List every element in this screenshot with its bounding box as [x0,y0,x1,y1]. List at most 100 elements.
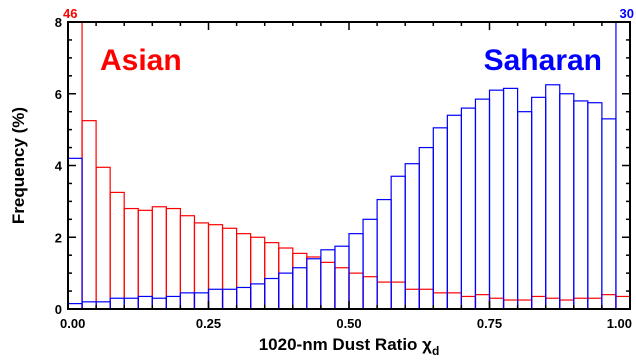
saharan-bar [236,286,252,310]
asian-bar [474,294,491,310]
asian-bar [516,299,533,310]
asian-bar [531,295,547,310]
saharan-bar [559,93,575,310]
saharan-bar [531,96,547,310]
asian-bar [236,233,252,310]
asian-overflow-value: 46 [63,6,77,21]
asian-bar [390,281,406,310]
asian-bar [559,299,575,310]
y-tick-label: 4 [55,159,63,174]
saharan-bar [221,288,238,310]
y-axis-title: Frequency (%) [9,107,28,224]
asian-bar [334,267,350,310]
asian-bar [545,297,561,310]
saharan-bar [432,127,448,310]
saharan-bar [516,111,533,310]
saharan-bar [292,267,308,310]
asian-bar [320,261,336,310]
saharan-bar [390,175,406,310]
x-axis-title-subscript: d [432,344,439,358]
asian-bar [488,297,505,310]
asian-bar [587,297,603,310]
asian-bar [221,227,238,310]
saharan-bar [320,249,336,310]
saharan-bar [446,114,463,310]
x-axis-title-main: 1020-nm Dust Ratio χ [259,335,432,354]
y-tick-label: 6 [55,87,62,102]
saharan-bar [348,233,364,310]
asian-bar [446,292,463,310]
saharan-bar [587,102,603,310]
saharan-bar [193,292,210,310]
asian-bar [348,272,364,310]
asian-bar [193,222,210,310]
saharan-bar [179,292,196,310]
asian-bar [137,209,153,310]
saharan-overflow-value: 30 [620,6,634,21]
saharan-bar [137,295,153,310]
x-axis-title: 1020-nm Dust Ratio χd [259,335,440,358]
asian-bar [207,224,224,310]
saharan-bar [95,301,111,310]
saharan-bar [573,100,589,310]
saharan-bar [488,89,505,310]
series-label-saharan: Saharan [484,44,602,77]
asian-bar [264,242,280,310]
saharan-bar [306,258,322,310]
saharan-bar [278,272,294,310]
saharan-bar [404,163,420,310]
asian-bar [418,288,434,310]
asian-bar [376,281,392,310]
asian-bar [573,297,589,310]
saharan-bar [418,146,434,310]
saharan-bar [207,288,224,310]
asian-bar [250,236,266,310]
asian-bar [179,215,196,310]
asian-bar [306,256,322,310]
asian-bar [460,295,477,310]
saharan-bar [81,301,97,310]
asian-bar [109,191,125,310]
asian-bar [601,294,617,310]
saharan-bar [545,84,561,310]
x-tick-label: 0.75 [477,316,502,331]
saharan-bar [123,297,139,310]
x-tick-labels: 0.00 0.25 0.50 0.75 1.00 [60,316,632,331]
asian-bar [165,207,182,310]
saharan-bar [67,157,83,310]
saharan-bar [376,198,392,310]
saharan-bar [502,87,519,310]
x-tick-label: 0.00 [60,316,85,331]
saharan-bar [151,297,167,310]
asian-bar [362,276,378,310]
saharan-bar [165,295,182,310]
y-tick-label: 2 [55,230,62,245]
saharan-bar [601,118,617,310]
asian-bar [278,247,294,310]
y-tick-label: 8 [55,15,62,30]
asian-bar [404,288,420,310]
x-tick-label: 1.00 [607,316,632,331]
asian-bar [123,207,139,310]
saharan-bar [250,283,266,310]
asian-bar [81,120,97,310]
asian-bar [292,252,308,310]
y-tick-labels: 0 2 4 6 8 [55,15,63,317]
y-tick-label: 0 [55,302,62,317]
saharan-bar [109,297,125,310]
asian-bar [95,166,111,310]
x-tick-label: 0.50 [336,316,361,331]
series-label-asian: Asian [100,44,182,77]
saharan-bar [460,107,477,310]
axis-ticks [67,21,631,310]
asian-bar [151,206,167,310]
saharan-bar [362,218,378,310]
saharan-bar [334,245,350,310]
asian-bar [432,292,448,310]
saharan-bar [264,277,280,310]
x-tick-label: 0.25 [196,316,221,331]
asian-bar [502,299,519,310]
asian-bar [615,295,631,310]
saharan-bar [474,98,491,310]
